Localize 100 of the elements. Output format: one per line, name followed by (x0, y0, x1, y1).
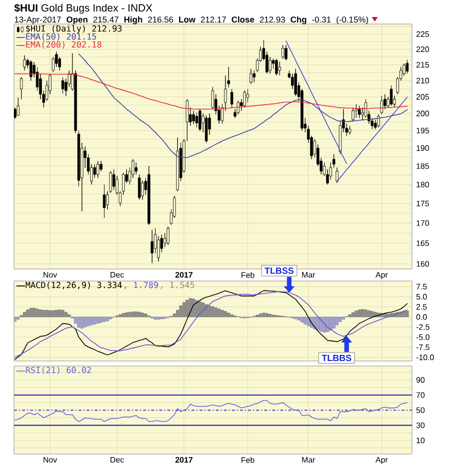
bar (106, 316, 109, 322)
bar (227, 312, 230, 318)
bar (313, 316, 316, 330)
bar (367, 310, 370, 318)
bar (272, 314, 275, 318)
bar (406, 310, 409, 318)
candlestick (192, 110, 195, 124)
candlestick (176, 137, 179, 192)
text: 13-Apr-2017 Open 215.47 High 216.56 Low 212.17 Close 212.93 Chg -0.31 (-0.15%) (14, 16, 368, 24)
bar (138, 312, 141, 318)
bar (186, 300, 189, 318)
annotation: TLBBS (322, 354, 352, 362)
bar (332, 316, 336, 328)
candlestick (406, 60, 409, 74)
bar (297, 316, 300, 320)
bar (93, 316, 96, 324)
bar (77, 316, 80, 328)
bar (300, 316, 304, 322)
bar (42, 310, 46, 318)
candlestick (243, 90, 246, 108)
bar (224, 311, 227, 318)
bar (109, 316, 112, 320)
candlestick (96, 160, 100, 178)
candlestick (109, 170, 112, 194)
candlestick (352, 107, 354, 122)
candlestick (20, 76, 23, 100)
bar (259, 314, 262, 318)
bar (179, 305, 182, 318)
bar (160, 316, 164, 320)
candlestick (281, 44, 284, 60)
bar (294, 316, 298, 320)
bar (172, 314, 176, 318)
candlestick (148, 166, 150, 226)
bar (80, 316, 84, 328)
candlestick (348, 126, 352, 135)
bar (230, 314, 234, 318)
bar (348, 314, 352, 318)
bar (364, 310, 368, 318)
bar (16, 316, 20, 320)
bar (23, 312, 26, 318)
bar (336, 316, 339, 326)
bar (154, 316, 157, 320)
candlestick (138, 174, 141, 200)
candlestick (336, 167, 338, 184)
bar (320, 316, 323, 332)
bar (304, 316, 307, 324)
legend-label: EMA(50) 201.15 (26, 33, 96, 41)
candlestick (380, 96, 384, 115)
bar (352, 312, 354, 318)
text: , 1.789 (124, 282, 158, 290)
bar (383, 314, 386, 318)
bar (74, 316, 78, 324)
bar (316, 316, 320, 330)
candlestick (236, 100, 240, 115)
bar (256, 314, 259, 318)
bar (90, 316, 93, 326)
candlestick (230, 88, 234, 108)
bar (64, 312, 68, 318)
bar (68, 314, 71, 318)
legend-label: $HUI (Daily) 212.93 (26, 25, 122, 34)
bar (268, 314, 272, 318)
bar (86, 316, 90, 326)
candlestick (252, 70, 256, 82)
bar (134, 312, 138, 318)
bar (61, 310, 64, 318)
candlestick (275, 58, 278, 76)
bar (100, 316, 103, 323)
bar (326, 316, 329, 332)
bar (358, 310, 361, 318)
candlestick (354, 104, 358, 118)
bar (122, 313, 125, 318)
bar (118, 314, 122, 318)
bar (214, 308, 218, 318)
bar (329, 316, 332, 330)
bar (176, 310, 180, 318)
candlestick (390, 85, 393, 106)
bar (14, 316, 16, 322)
candlestick (150, 230, 154, 264)
line-series (286, 40, 348, 164)
candlestick (61, 77, 64, 94)
candlestick (112, 169, 116, 190)
candlestick (204, 114, 208, 143)
legend-label: EMA(200) 202.18 (26, 41, 102, 49)
candlestick (195, 112, 198, 128)
bar (198, 301, 202, 318)
bar (370, 311, 374, 318)
bar (84, 316, 87, 328)
candlestick (284, 44, 288, 61)
bar (102, 316, 106, 322)
bar (156, 316, 160, 320)
bar (265, 313, 268, 318)
bar (202, 302, 205, 318)
legend-label: MACD(12,26,9) 3.334 (26, 282, 122, 290)
candlestick (198, 108, 202, 132)
candlestick (250, 68, 252, 84)
candlestick (30, 60, 32, 81)
bar (338, 316, 342, 322)
series-label: , 1.545 (160, 282, 194, 290)
bar (192, 298, 196, 318)
bar (144, 314, 148, 318)
